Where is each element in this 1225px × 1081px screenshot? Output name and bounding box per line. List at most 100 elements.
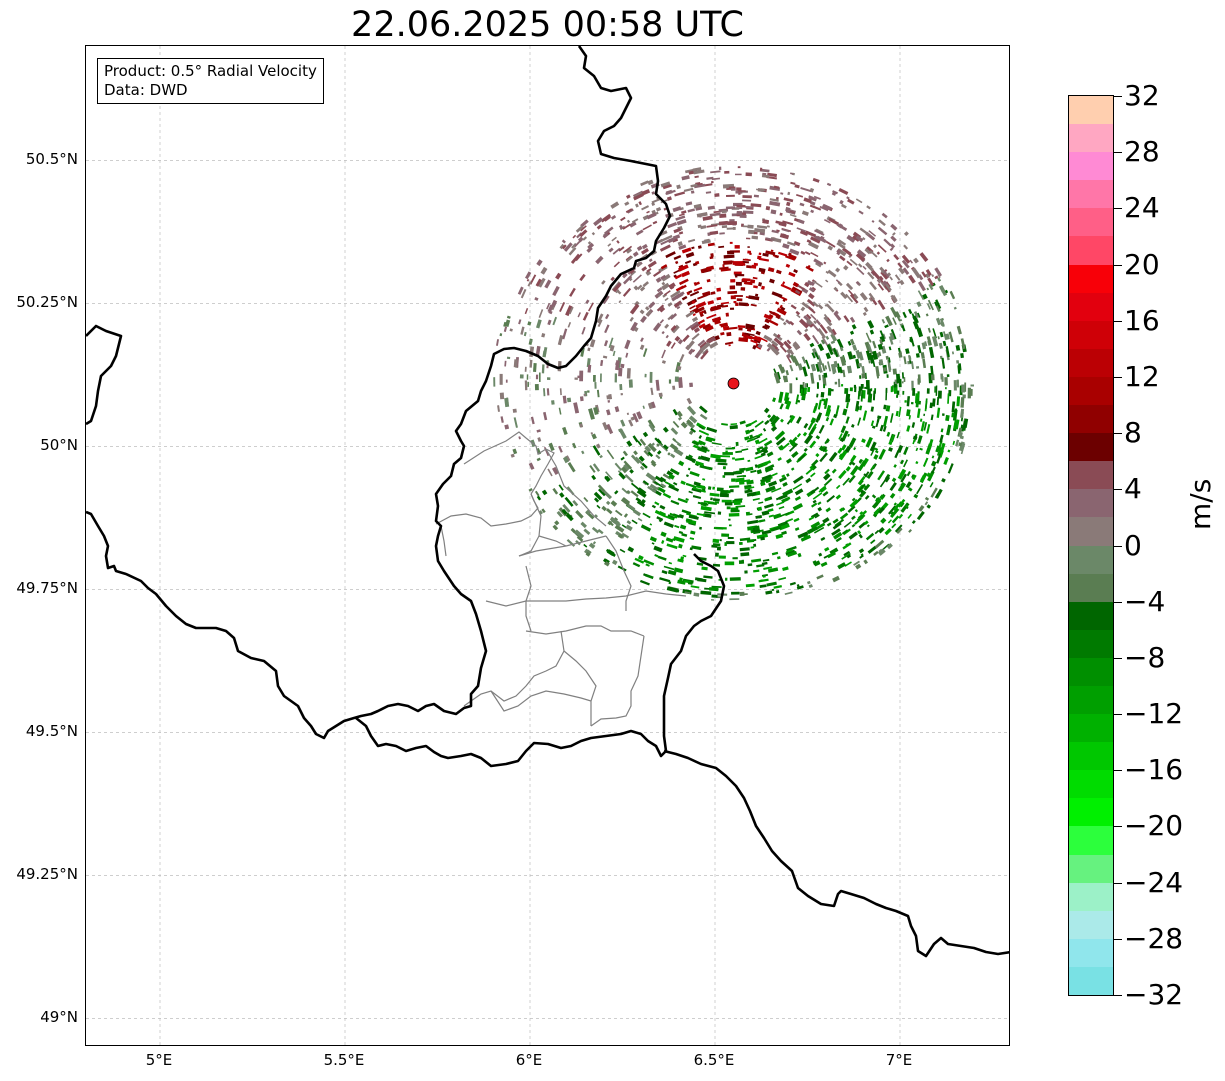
velocity-echo (606, 423, 614, 435)
velocity-echo (698, 319, 705, 325)
velocity-echo (677, 497, 688, 504)
velocity-echo (665, 537, 674, 543)
velocity-echo (706, 265, 715, 271)
velocity-echo (739, 467, 746, 472)
velocity-echo (796, 432, 802, 438)
velocity-echo (585, 509, 591, 515)
velocity-echo (812, 334, 820, 345)
velocity-echo (728, 485, 740, 489)
velocity-echo (756, 448, 761, 454)
velocity-echo (671, 293, 681, 302)
velocity-echo (579, 423, 584, 428)
velocity-echo (857, 514, 863, 520)
velocity-echo (825, 416, 830, 422)
velocity-echo (733, 501, 741, 506)
velocity-echo (665, 251, 676, 259)
velocity-echo (687, 467, 691, 471)
velocity-echo (742, 195, 752, 199)
velocity-echo (803, 447, 808, 452)
velocity-echo (809, 187, 815, 193)
velocity-echo (805, 265, 814, 272)
velocity-echo (572, 234, 577, 239)
colorbar-segment (1069, 798, 1113, 827)
velocity-echo (813, 320, 817, 325)
colorbar-tick-label: 12 (1124, 359, 1160, 393)
velocity-echo (886, 542, 893, 550)
velocity-echo (504, 397, 510, 408)
velocity-echo (723, 260, 733, 265)
colorbar-tick-label: 4 (1124, 472, 1142, 506)
velocity-echo (792, 286, 803, 294)
velocity-echo (539, 372, 541, 382)
velocity-echo (886, 431, 891, 437)
velocity-echo (819, 323, 828, 334)
velocity-echo (742, 278, 751, 282)
velocity-echo (622, 245, 633, 254)
velocity-echo (885, 355, 889, 360)
velocity-echo (662, 473, 672, 480)
velocity-echo (664, 481, 675, 488)
velocity-echo (641, 205, 649, 211)
velocity-echo (562, 426, 568, 436)
velocity-echo (927, 327, 931, 333)
velocity-echo (721, 499, 732, 503)
velocity-echo (756, 533, 768, 539)
velocity-echo (734, 295, 743, 297)
velocity-echo (732, 557, 738, 560)
velocity-echo (548, 310, 553, 315)
velocity-echo (699, 526, 702, 530)
velocity-echo (700, 455, 711, 462)
velocity-echo (750, 203, 762, 208)
colorbar-tick-mark (1114, 826, 1122, 828)
velocity-echo (685, 518, 693, 523)
velocity-echo (779, 212, 783, 216)
velocity-echo (680, 480, 686, 485)
velocity-echo (744, 570, 748, 574)
velocity-echo (903, 459, 909, 468)
velocity-echo (871, 425, 876, 429)
velocity-echo (844, 561, 852, 567)
velocity-echo (832, 363, 837, 373)
velocity-echo (729, 577, 741, 581)
colorbar-tick-label: 28 (1124, 135, 1160, 169)
velocity-echo (821, 336, 829, 346)
velocity-echo (786, 420, 791, 425)
velocity-echo (795, 394, 800, 405)
velocity-echo (674, 376, 679, 382)
velocity-echo (672, 587, 677, 592)
radar-map[interactable] (85, 45, 1010, 1046)
colorbar-segment (1069, 264, 1113, 293)
velocity-echo (792, 483, 803, 491)
velocity-echo (948, 331, 954, 343)
velocity-echo (714, 501, 720, 504)
velocity-echo (790, 304, 797, 310)
velocity-echo (825, 408, 832, 417)
colorbar-segment (1069, 96, 1113, 125)
velocity-echo (711, 316, 722, 323)
velocity-echo (898, 482, 907, 492)
velocity-echo (720, 322, 729, 328)
velocity-echo (868, 230, 877, 237)
velocity-echo (709, 492, 720, 497)
velocity-echo (669, 468, 680, 476)
velocity-echo (846, 196, 850, 200)
velocity-echo (758, 501, 764, 505)
velocity-echo (770, 209, 777, 215)
velocity-echo (595, 443, 601, 449)
velocity-echo (713, 526, 724, 530)
velocity-echo (788, 349, 795, 356)
velocity-echo (857, 417, 862, 426)
velocity-echo (592, 463, 601, 472)
velocity-echo (678, 231, 684, 235)
velocity-echo (712, 498, 720, 502)
velocity-echo (641, 462, 648, 469)
velocity-echo (864, 494, 870, 500)
velocity-echo (889, 482, 897, 492)
velocity-echo (696, 562, 704, 566)
velocity-echo (754, 228, 766, 233)
velocity-echo (557, 334, 564, 346)
velocity-echo (800, 306, 806, 312)
velocity-echo (703, 309, 707, 315)
velocity-echo (770, 415, 780, 426)
velocity-echo (849, 330, 855, 335)
